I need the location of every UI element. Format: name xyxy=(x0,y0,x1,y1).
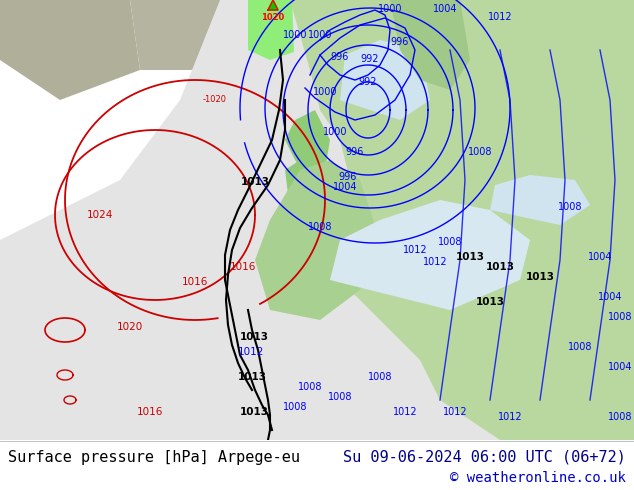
Polygon shape xyxy=(268,0,278,10)
Text: 1000: 1000 xyxy=(378,4,402,14)
Text: 1013: 1013 xyxy=(455,252,484,262)
Text: 1004: 1004 xyxy=(433,4,457,14)
Text: 1004: 1004 xyxy=(598,292,622,302)
Text: 1008: 1008 xyxy=(368,372,392,382)
Text: 1008: 1008 xyxy=(307,222,332,232)
Text: 1012: 1012 xyxy=(443,407,467,417)
Text: 1013: 1013 xyxy=(238,372,267,382)
Text: 1004: 1004 xyxy=(608,362,632,372)
Text: 1000: 1000 xyxy=(307,30,332,40)
Text: 996: 996 xyxy=(391,37,409,47)
Polygon shape xyxy=(490,175,590,225)
Polygon shape xyxy=(248,0,294,60)
Text: 1008: 1008 xyxy=(568,342,592,352)
Text: Su 09-06-2024 06:00 UTC (06+72): Su 09-06-2024 06:00 UTC (06+72) xyxy=(343,449,626,465)
Text: 1012: 1012 xyxy=(392,407,417,417)
Text: 1013: 1013 xyxy=(486,262,515,272)
Text: 1016: 1016 xyxy=(182,277,208,287)
Polygon shape xyxy=(330,200,530,310)
Text: 1016: 1016 xyxy=(230,262,256,272)
Text: 1008: 1008 xyxy=(468,147,492,157)
Text: 1000: 1000 xyxy=(323,127,347,137)
Polygon shape xyxy=(0,0,140,100)
Text: 1020: 1020 xyxy=(117,322,143,332)
Polygon shape xyxy=(285,160,320,230)
Text: 1008: 1008 xyxy=(437,237,462,247)
Text: 1008: 1008 xyxy=(328,392,353,402)
Text: 1008: 1008 xyxy=(558,202,582,212)
Polygon shape xyxy=(0,0,634,440)
Polygon shape xyxy=(285,110,330,180)
Text: 1020: 1020 xyxy=(261,13,285,22)
Polygon shape xyxy=(290,0,634,440)
Text: 1004: 1004 xyxy=(333,182,357,192)
Polygon shape xyxy=(380,0,634,440)
Text: 996: 996 xyxy=(346,147,364,157)
Text: 1012: 1012 xyxy=(403,245,427,255)
Text: 996: 996 xyxy=(331,52,349,62)
Polygon shape xyxy=(255,160,380,320)
Text: 1012: 1012 xyxy=(498,412,522,422)
Text: 1008: 1008 xyxy=(608,312,632,322)
Text: © weatheronline.co.uk: © weatheronline.co.uk xyxy=(450,471,626,485)
Polygon shape xyxy=(340,40,430,120)
Text: 1000: 1000 xyxy=(283,30,307,40)
Text: 992: 992 xyxy=(361,54,379,64)
Text: -1020: -1020 xyxy=(203,95,227,104)
Text: 1013: 1013 xyxy=(240,332,269,342)
Text: 1008: 1008 xyxy=(608,412,632,422)
Text: 1013: 1013 xyxy=(476,297,505,307)
Text: 992: 992 xyxy=(359,77,377,87)
Text: 1008: 1008 xyxy=(283,402,307,412)
Text: 1012: 1012 xyxy=(488,12,512,22)
Text: 1024: 1024 xyxy=(87,210,113,220)
Text: Surface pressure [hPa] Arpege-eu: Surface pressure [hPa] Arpege-eu xyxy=(8,449,300,465)
Text: 1012: 1012 xyxy=(238,347,264,357)
Text: 1013: 1013 xyxy=(526,272,555,282)
Text: 1004: 1004 xyxy=(588,252,612,262)
Text: 1012: 1012 xyxy=(423,257,448,267)
Text: 1000: 1000 xyxy=(313,87,337,97)
Polygon shape xyxy=(390,0,470,90)
Text: 1016: 1016 xyxy=(137,407,163,417)
Text: 996: 996 xyxy=(339,172,357,182)
Text: 1013: 1013 xyxy=(240,407,269,417)
Text: 1013: 1013 xyxy=(240,177,269,187)
Text: 1008: 1008 xyxy=(298,382,322,392)
Polygon shape xyxy=(130,0,310,80)
